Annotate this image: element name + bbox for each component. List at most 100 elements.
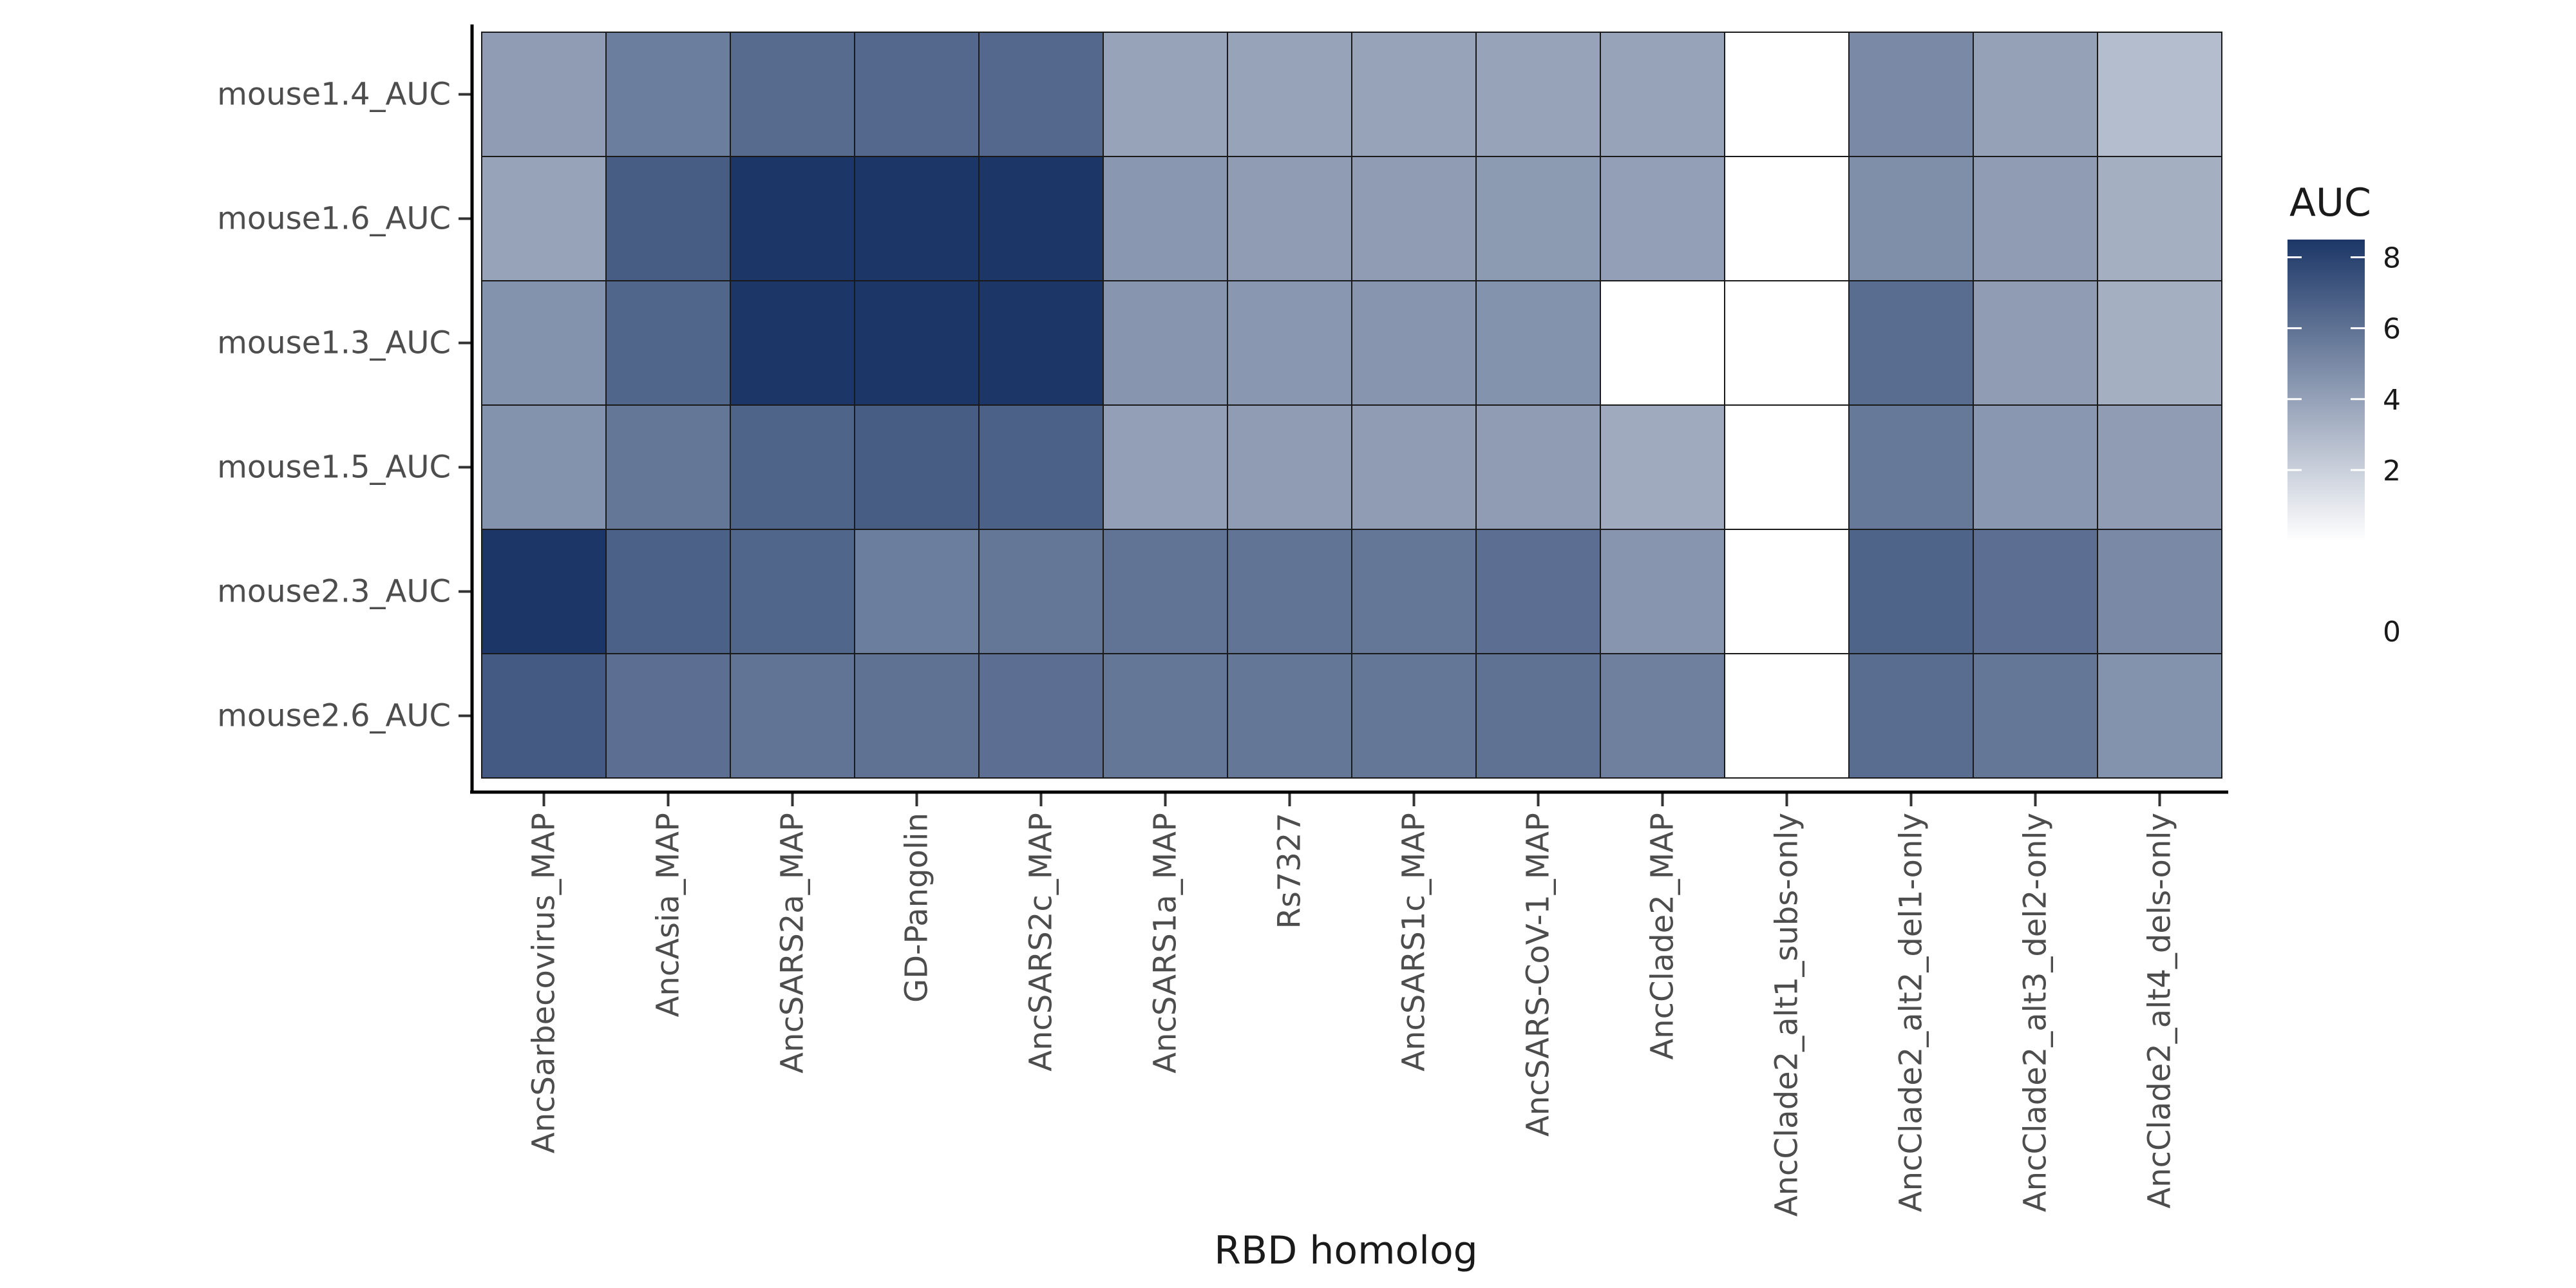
heatmap-cells	[481, 32, 2222, 779]
color-legend: AUC 0 2 4 6 8	[2287, 180, 2401, 649]
x-tick-label: AncSARS1c_MAP	[1396, 813, 1432, 1072]
heatmap-cell	[605, 404, 731, 530]
heatmap-cell	[481, 156, 607, 281]
y-axis-ticks: mouse1.4_AUC mouse1.6_AUC mouse1.3_AUCmous…	[217, 77, 471, 734]
heatmap-cell	[1724, 404, 1850, 530]
heatmap-cell	[2097, 653, 2222, 779]
legend-tick-label: 6	[2383, 313, 2401, 346]
heatmap-cell	[605, 529, 731, 654]
x-tick-label: AncClade2_alt2_del1-only	[1893, 813, 1929, 1212]
heatmap-cell	[1973, 653, 2098, 779]
heatmap-cell	[978, 32, 1104, 157]
legend-tick-label: 4	[2383, 384, 2401, 417]
x-axis-title: RBD homolog	[1214, 1228, 1477, 1273]
heatmap-cell	[854, 280, 980, 406]
heatmap-cell	[978, 280, 1104, 406]
heatmap-cell	[481, 32, 607, 157]
heatmap-cell	[1973, 156, 2098, 281]
heatmap-cell	[1848, 156, 1974, 281]
x-tick-label: GD-Pangolin	[899, 813, 935, 1003]
heatmap-cell	[978, 404, 1104, 530]
heatmap-cell	[1103, 280, 1228, 406]
y-tick-label: mouse1.3_AUC	[217, 325, 451, 361]
heatmap-cell	[1103, 653, 1228, 779]
heatmap-cell	[1475, 404, 1601, 530]
x-tick-label: Rs7327	[1272, 813, 1308, 929]
heatmap-cell	[978, 156, 1104, 281]
heatmap-cell	[1724, 156, 1850, 281]
legend-tick-label: 2	[2383, 455, 2401, 488]
heatmap-cell	[1227, 529, 1352, 654]
heatmap-cell	[1724, 32, 1850, 157]
heatmap-cell	[1848, 529, 1974, 654]
heatmap-cell	[1973, 280, 2098, 406]
heatmap-cell	[1227, 32, 1352, 157]
heatmap-cell	[605, 653, 731, 779]
heatmap-cell	[854, 156, 980, 281]
legend-ticks: 0 2 4 6 8	[2287, 242, 2401, 649]
heatmap-cell	[2097, 280, 2222, 406]
heatmap-cell	[1848, 32, 1974, 157]
legend-colorbar	[2287, 240, 2365, 541]
heatmap-cell	[1848, 280, 1974, 406]
heatmap-cell	[1973, 404, 2098, 530]
heatmap-cell	[1600, 653, 1725, 779]
x-tick-label: AncClade2_alt1_subs-only	[1769, 813, 1805, 1217]
x-axis-ticks: AncSarbecovirus_MAP AncAsia_MAP AncSARS2a_…	[526, 793, 2178, 1217]
heatmap-cell	[1351, 32, 1477, 157]
heatmap-cell	[605, 280, 731, 406]
heatmap-cell	[1351, 156, 1477, 281]
heatmap-cell	[1351, 653, 1477, 779]
x-tick-label: AncSARS1a_MAP	[1148, 813, 1184, 1074]
heatmap-cell	[1475, 280, 1601, 406]
legend-title: AUC	[2289, 180, 2371, 225]
heatmap-cell	[730, 404, 855, 530]
x-tick-label: AncAsia_MAP	[650, 813, 687, 1017]
heatmap-cell	[1103, 529, 1228, 654]
x-tick-label: AncSARS-CoV-1_MAP	[1520, 813, 1557, 1137]
heatmap-cell	[1848, 404, 1974, 530]
heatmap-cell	[1103, 404, 1228, 530]
x-tick-label: AncClade2_MAP	[1645, 813, 1681, 1060]
heatmap-cell	[605, 32, 731, 157]
heatmap-cell	[1973, 32, 2098, 157]
y-tick-label: mouse1.5_AUC	[217, 450, 451, 486]
x-tick-label: AncSARS2c_MAP	[1023, 813, 1059, 1072]
heatmap-cell	[730, 529, 855, 654]
y-tick-label: mouse2.6_AUC	[217, 698, 451, 734]
heatmap-cell	[1475, 653, 1601, 779]
heatmap-cell	[2097, 529, 2222, 654]
heatmap-cell	[1724, 653, 1850, 779]
heatmap-cell	[1227, 156, 1352, 281]
heatmap-cell	[1103, 156, 1228, 281]
y-tick-label: mouse2.3_AUC	[217, 574, 451, 610]
heatmap-cell	[1848, 653, 1974, 779]
x-tick-label: AncSARS2a_MAP	[775, 813, 811, 1074]
heatmap-cell	[730, 156, 855, 281]
heatmap-cell	[2097, 156, 2222, 281]
heatmap-cell	[1724, 529, 1850, 654]
heatmap-cell	[481, 529, 607, 654]
heatmap-cell	[1724, 280, 1850, 406]
heatmap-cell	[1351, 404, 1477, 530]
heatmap-cell	[1227, 404, 1352, 530]
heatmap-cell	[605, 156, 731, 281]
heatmap-cell	[1475, 32, 1601, 157]
x-tick-label: AncSarbecovirus_MAP	[526, 813, 562, 1153]
x-tick-label: AncClade2_alt3_del2-only	[2018, 813, 2054, 1212]
heatmap-cell	[854, 529, 980, 654]
heatmap-cell	[1973, 529, 2098, 654]
heatmap-cell	[1475, 529, 1601, 654]
heatmap-cell	[730, 653, 855, 779]
heatmap-cell	[1351, 280, 1477, 406]
heatmap-cell	[1227, 653, 1352, 779]
heatmap-cell	[978, 653, 1104, 779]
y-tick-label: mouse1.6_AUC	[217, 201, 451, 237]
legend-tick-label: 0	[2383, 616, 2401, 649]
heatmap-cell	[854, 404, 980, 530]
heatmap-cell	[1600, 280, 1725, 406]
heatmap-cell	[1103, 32, 1228, 157]
heatmap-cell	[1600, 156, 1725, 281]
heatmap-cell	[1351, 529, 1477, 654]
